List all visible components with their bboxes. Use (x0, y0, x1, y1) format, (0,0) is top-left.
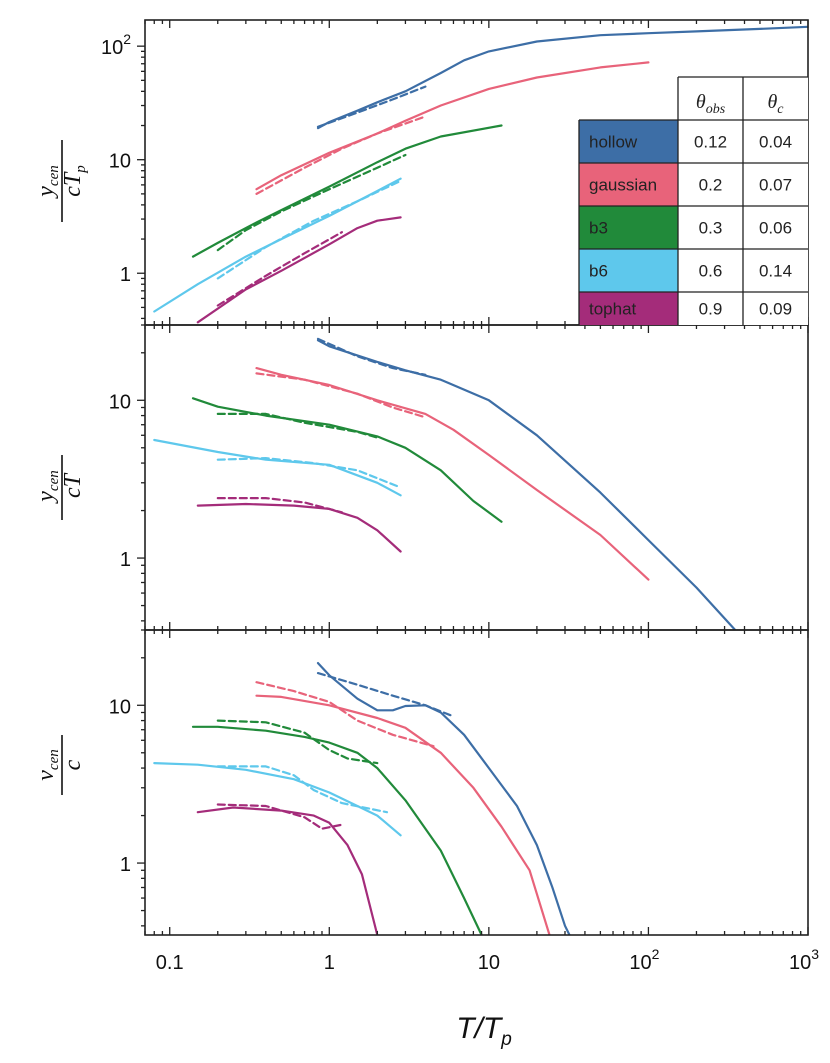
bottom-series-b3-solid (191, 725, 483, 935)
middle-series-b3-dashed (216, 412, 379, 439)
table-theta-obs: 0.3 (699, 219, 723, 238)
table-row-name: hollow (589, 133, 638, 152)
bot-y-den: c (60, 759, 86, 770)
x-tick-label: 10 (478, 952, 500, 974)
x-tick-label: 0.1 (156, 952, 184, 974)
table-theta-c: 0.07 (759, 176, 792, 195)
table-swatch-hollow (579, 120, 678, 163)
mid-y-num: y (33, 491, 59, 504)
panel-bottom: 1 10 0.1 1 10 102 103 (109, 629, 819, 974)
x-tick-label: 103 (789, 946, 819, 974)
table-theta-obs: 0.6 (699, 262, 723, 281)
bottom-series-gaussian-dashed (255, 681, 435, 748)
svg-text:ycen: ycen (33, 165, 62, 198)
top-series-gaussian-solid (255, 61, 650, 191)
table-swatch-tophat (579, 292, 678, 325)
bottom-ytick-label: 1 (120, 854, 131, 876)
top-y-den: cT (60, 171, 86, 197)
table-row-name: b3 (589, 219, 608, 238)
middle-series-hollow-dashed (316, 337, 427, 376)
middle-series-gaussian-dashed (255, 372, 427, 419)
middle-lines (153, 337, 737, 630)
middle-frame (144, 324, 809, 631)
table-theta-c: 0.06 (759, 219, 792, 238)
bottom-series-b3-dashed (216, 719, 379, 765)
middle-ytick-label: 1 (120, 549, 131, 571)
top-y-num: y (33, 186, 59, 199)
table-theta-c: 0.09 (759, 300, 792, 319)
top-series-tophat-solid (196, 216, 402, 324)
top-series-b6-dashed (216, 179, 402, 280)
bottom-ytick-label: 10 (109, 696, 131, 718)
middle-series-b3-solid (191, 397, 503, 523)
middle-series-b6-dashed (216, 457, 402, 489)
top-series-b3-solid (191, 124, 503, 258)
svg-text:cTp: cTp (60, 165, 89, 197)
table-swatch-gaussian (579, 163, 678, 206)
x-tick-label: 102 (629, 946, 659, 974)
bottom-series-b6-solid (153, 762, 402, 837)
mid-y-den: cT (60, 472, 86, 498)
middle-y-label: ycen cT (33, 455, 86, 520)
top-ytick-label: 102 (101, 31, 131, 59)
bottom-series-hollow-dashed (316, 672, 455, 718)
table-theta-obs: 0.9 (699, 300, 723, 319)
bottom-lines (153, 662, 571, 935)
bottom-series-hollow-solid (316, 662, 571, 935)
top-y-label: ycen cTp (33, 140, 89, 222)
middle-ticks: 1 10 (109, 324, 809, 630)
bottom-y-label: vcen c (33, 735, 86, 795)
x-tick-label: 1 (324, 952, 335, 974)
top-series-tophat-dashed (216, 231, 343, 307)
x-axis-label: T/Tp (456, 1012, 512, 1050)
top-ytick-label: 1 (120, 264, 131, 286)
middle-series-tophat-solid (196, 502, 402, 553)
table-row-name: gaussian (589, 176, 657, 195)
bot-y-num: v (33, 770, 59, 781)
table-theta-obs: 0.2 (699, 176, 723, 195)
top-series-b3-dashed (216, 153, 407, 252)
table-theta-c: 0.14 (759, 262, 792, 281)
middle-ytick-label: 10 (109, 391, 131, 413)
table-theta-c: 0.04 (759, 133, 792, 152)
svg-text:vcen: vcen (33, 749, 62, 780)
table-swatch-b6 (579, 249, 678, 292)
bottom-frame (144, 629, 809, 936)
bottom-series-b6-dashed (216, 765, 389, 814)
bottom-series-gaussian-solid (255, 694, 551, 935)
svg-text:ycen: ycen (33, 470, 62, 503)
bottom-series-tophat-solid (196, 806, 379, 935)
middle-series-gaussian-solid (255, 367, 650, 581)
top-series-gaussian-dashed (255, 115, 427, 195)
top-series-hollow-solid (316, 25, 808, 130)
table-swatch-b3 (579, 206, 678, 249)
middle-series-tophat-dashed (216, 497, 343, 514)
top-series-hollow-dashed (316, 85, 427, 128)
table-theta-obs: 0.12 (694, 133, 727, 152)
middle-series-b6-solid (153, 438, 402, 497)
panel-middle: 1 10 (109, 324, 809, 631)
bottom-ticks: 1 10 0.1 1 10 102 103 (109, 629, 819, 974)
bottom-series-tophat-dashed (216, 803, 343, 830)
top-ytick-label: 10 (109, 151, 131, 173)
table-row-name: tophat (589, 300, 637, 319)
top-lines (153, 25, 808, 324)
table-row-name: b6 (589, 262, 608, 281)
